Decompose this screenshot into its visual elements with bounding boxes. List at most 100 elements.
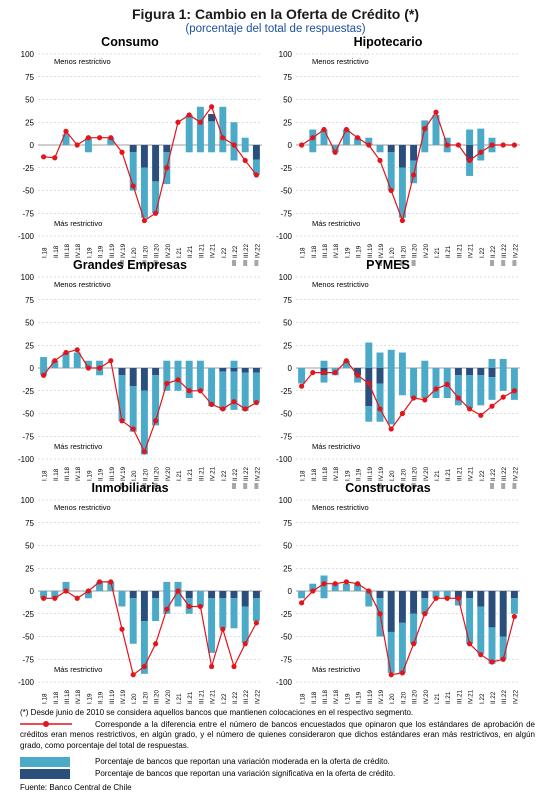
chart-2-bar-significant [252,368,260,373]
chart-2-xtick-marker [243,483,248,489]
chart-1-title: Hipotecario [354,35,423,49]
chart-4-xtick-label: I.18 [42,693,49,704]
chart-1-xtick-label: III.18 [322,244,329,258]
chart-3-xtick-marker [501,483,506,489]
chart-5-xtick-label: II.20 [400,691,407,704]
chart-5-bar-moderate [410,613,418,644]
chart-2-bar-moderate [84,360,92,368]
chart-1-bar-moderate [466,129,474,145]
chart-0-xtick-label: IV.19 [120,243,127,258]
chart-5-bar-moderate [421,598,429,614]
chart-4-bottom-label: Más restrictivo [54,665,102,674]
chart-5-bar-moderate [454,598,462,606]
chart-2-ytick-label: -75 [22,432,34,441]
chart-1-ytick-label: 50 [283,96,292,105]
chart-3-ytick-label: -25 [280,387,292,396]
chart-2-bar-moderate [73,352,81,368]
chart-5-ytick-label: -100 [276,678,293,687]
chart-4-xtick-label: III.21 [198,690,205,704]
chart-3-net-point [500,394,506,400]
chart-4-net-point [130,672,136,678]
chart-2-net-point [130,426,136,432]
chart-2-bar-significant [118,368,126,376]
chart-2-net-point [97,365,103,371]
chart-0-xtick-marker [120,260,124,266]
chart-2-bar-significant [241,368,249,373]
chart-3-bar-moderate [466,375,474,409]
chart-4-net-point [74,595,80,601]
chart-2-bar-moderate [185,368,193,399]
chart-3-xtick-marker [378,483,382,489]
chart-2-xtick-label: II.19 [98,468,105,481]
chart-2-xtick-label: IV.22 [254,466,261,481]
chart-0-bar-moderate [196,106,204,145]
chart-2-xtick-marker [232,483,236,489]
chart-0-xtick-label: I.18 [42,247,49,258]
chart-1-xtick-marker [490,260,494,266]
chart-2-xtick-label: III.22 [243,467,250,481]
chart-2-bar-moderate [62,352,70,368]
chart-2-xtick-label: IV.18 [75,466,82,481]
chart-4-net-point [108,579,114,585]
chart-3-bottom-label: Más restrictivo [312,442,360,451]
chart-0-xtick-label: IV.22 [254,243,261,258]
chart-1-net-point [467,157,473,164]
chart-1-ytick-label: 100 [279,50,293,59]
chart-2-bar-significant [219,368,227,372]
chart-1-net-point [332,149,338,155]
chart-4-xtick-label: II.18 [53,691,60,704]
chart-2-net-point [63,349,69,356]
chart-0-net-point [119,149,125,155]
chart-2-xtick-marker [153,483,158,489]
chart-2-net-point [242,406,248,412]
chart-1-bar-significant [410,145,418,161]
chart-3-bar-moderate [488,358,496,368]
chart-2-ytick-label: 50 [25,319,34,328]
chart-2-bar-moderate [129,386,137,432]
chart-5-net-point [343,579,349,585]
chart-0-xtick-label: III.18 [64,244,71,258]
chart-0-bar-moderate [196,145,204,153]
chart-0-ytick-label: 50 [25,96,34,105]
chart-3-xtick-label: I.20 [389,470,396,481]
footnote: (*) Desde junio de 2010 se considera aqu… [20,708,414,717]
chart-5-bar-moderate [443,591,451,599]
chart-3-xtick-label: I.18 [300,470,307,481]
chart-0-bar-moderate [208,145,216,153]
figure-title: Figura 1: Cambio en la Oferta de Crédito… [131,6,420,22]
chart-1-xtick-marker [411,260,416,266]
chart-1-bar-moderate [309,145,317,153]
chart-1-bar-significant [387,145,395,153]
chart-3-net-point [489,403,495,409]
chart-3-xtick-label: III.19 [367,467,374,481]
chart-0-xtick-marker [142,260,147,266]
chart-2-ytick-label: -25 [22,387,34,396]
chart-1-xtick-label: I.22 [479,247,486,258]
chart-2-bar-significant [230,368,238,372]
chart-5-net-point [377,611,383,617]
chart-3-xtick-label: II.19 [356,468,363,481]
chart-4-bar-moderate [140,621,148,674]
chart-2-bar-significant [140,368,148,391]
chart-1-bar-moderate [477,128,485,145]
chart-5-xtick-label: I.22 [479,693,486,704]
chart-1-bar-moderate [421,120,429,145]
chart-5-xtick-label: III.20 [412,690,419,705]
chart-2-net-point [164,380,170,387]
chart-0-xtick-label: II.19 [98,245,105,258]
chart-5-xtick-label: I.20 [389,693,396,704]
chart-4-net-point [242,641,248,647]
chart-1-bar-moderate [331,145,339,153]
chart-2-bar-moderate [140,390,148,455]
chart-3-net-point [343,358,349,364]
chart-0-net-point [97,135,103,141]
chart-5-bar-significant [398,591,406,623]
chart-3-bar-moderate [421,360,429,368]
chart-4-net-point [153,641,159,647]
chart-2-net-point [197,388,203,394]
chart-0-net-point [231,142,237,148]
chart-2-ytick-label: 100 [21,273,35,282]
chart-2-bar-moderate [152,375,160,426]
source-note: Fuente: Banco Central de Chile [20,783,132,792]
chart-4-xtick-label: II.21 [187,691,194,704]
